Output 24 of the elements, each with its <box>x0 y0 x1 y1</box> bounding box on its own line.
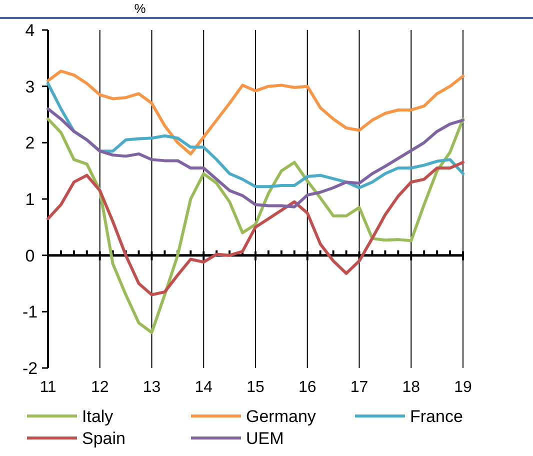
line-series <box>46 107 464 208</box>
legend-label: UEM <box>246 428 284 448</box>
y-tick-label: 3 <box>25 77 35 96</box>
x-tick-label: 17 <box>350 379 368 396</box>
legend-label: Italy <box>82 406 114 426</box>
y-tick-label: -1 <box>22 302 38 322</box>
legend-label: France <box>410 406 463 426</box>
x-tick-label: 19 <box>454 379 472 396</box>
legend-label: Germany <box>246 406 316 426</box>
x-tick-label: 14 <box>194 379 213 396</box>
y-tick-label: 1 <box>25 190 35 209</box>
x-tick-label: 16 <box>298 379 316 396</box>
line-series <box>46 70 464 156</box>
y-tick-label: 4 <box>25 20 35 40</box>
x-tick-label: 18 <box>402 379 420 396</box>
x-tick-label: 12 <box>90 379 109 396</box>
y-tick-label: 2 <box>25 134 35 153</box>
legend-label: Spain <box>82 428 126 448</box>
x-tick-label: 13 <box>142 379 161 396</box>
x-tick-label: 15 <box>246 379 264 396</box>
x-tick-label: 11 <box>40 379 56 396</box>
y-tick-label: -2 <box>22 358 38 378</box>
y-tick-label: 0 <box>25 246 35 266</box>
y-axis-title: % <box>134 1 146 16</box>
